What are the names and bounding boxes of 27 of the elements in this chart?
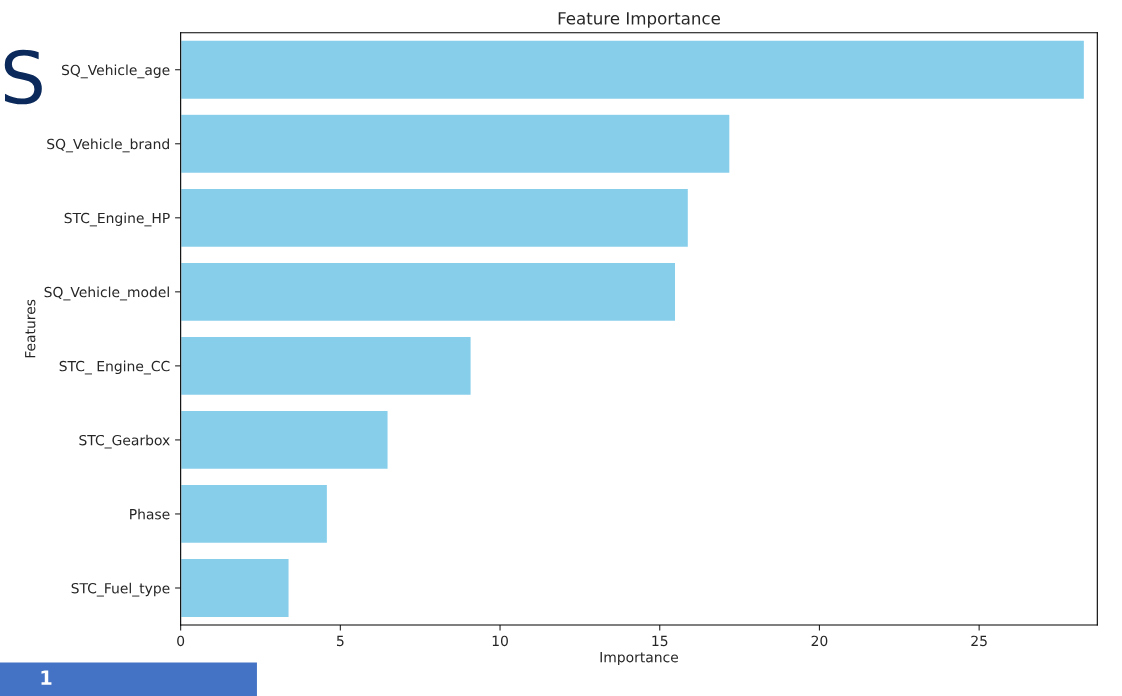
y-tick-label: SQ_Vehicle_brand [47, 138, 169, 153]
bar [180, 409, 389, 471]
y-tick-label: STC_Gearbox [79, 434, 170, 449]
y-tick-label: STC_ Engine_CC [59, 360, 170, 375]
text: S [4, 49, 42, 105]
text: 1 [41, 670, 52, 685]
y-tick-label: SQ_Vehicle_age [61, 64, 170, 79]
x-tick-label: 25 [971, 635, 987, 647]
bar [180, 39, 1086, 101]
y-tick-label: SQ_Vehicle_model [44, 286, 169, 301]
y-tick-label: STC_Engine_HP [64, 212, 170, 227]
y-tick-label: Phase [130, 508, 170, 520]
bar [180, 483, 329, 545]
y-tick-label: STC_Fuel_type [71, 582, 170, 597]
bar [180, 335, 472, 397]
x-tick-label: 20 [811, 635, 828, 647]
x-tick-label: 0 [177, 635, 185, 647]
bar [180, 113, 731, 175]
bar [180, 187, 690, 249]
bar [180, 557, 290, 619]
bar [180, 261, 677, 323]
x-tick-label: 15 [652, 635, 668, 647]
y-axis-title: Features [25, 299, 36, 358]
x-axis-title: Importance [600, 652, 679, 666]
x-tick-label: 10 [492, 635, 508, 647]
chart-title: Feature Importance [558, 12, 720, 28]
x-tick-label: 5 [336, 635, 344, 647]
